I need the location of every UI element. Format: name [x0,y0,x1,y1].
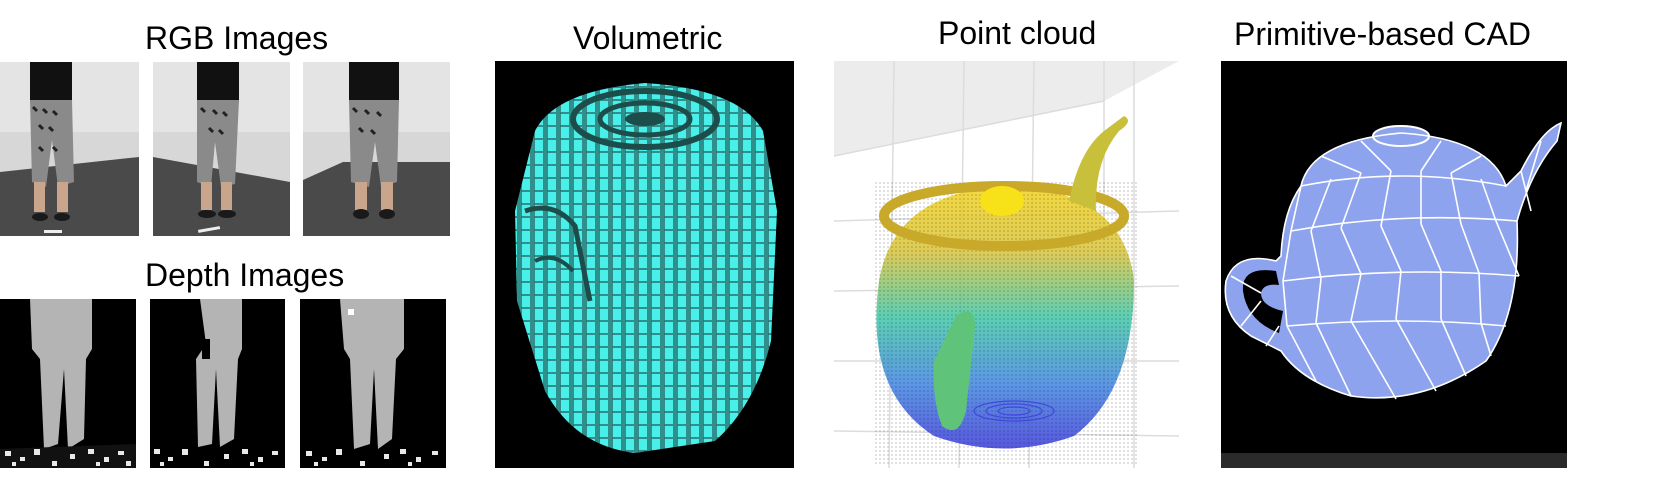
depth-image-side [150,299,285,468]
primitive-cad-title: Primitive-based CAD [1234,16,1531,52]
point-cloud-panel [834,61,1179,468]
person-standing-back-icon [303,62,450,236]
rgb-image-front [0,62,139,236]
rgb-image-side [153,62,290,236]
person-standing-front-icon [0,62,139,236]
depth-image-front [0,299,136,468]
depth-image-back [300,299,446,468]
volumetric-voxel-panel [495,61,794,468]
depth-silhouette-front-icon [0,299,136,468]
rgb-image-back [303,62,450,236]
primitive-cad-panel [1221,61,1567,468]
person-standing-side-icon [153,62,290,236]
voxel-teapot-icon [515,83,777,453]
point-cloud-title: Point cloud [938,15,1097,51]
depth-images-title: Depth Images [145,257,345,293]
depth-silhouette-side-icon [154,299,278,466]
point-cloud-teapot-icon [834,61,1179,468]
wireframe-teapot-icon [1221,121,1567,468]
volumetric-title: Volumetric [573,20,723,56]
depth-silhouette-back-icon [306,299,438,466]
rgb-images-title: RGB Images [145,20,329,56]
